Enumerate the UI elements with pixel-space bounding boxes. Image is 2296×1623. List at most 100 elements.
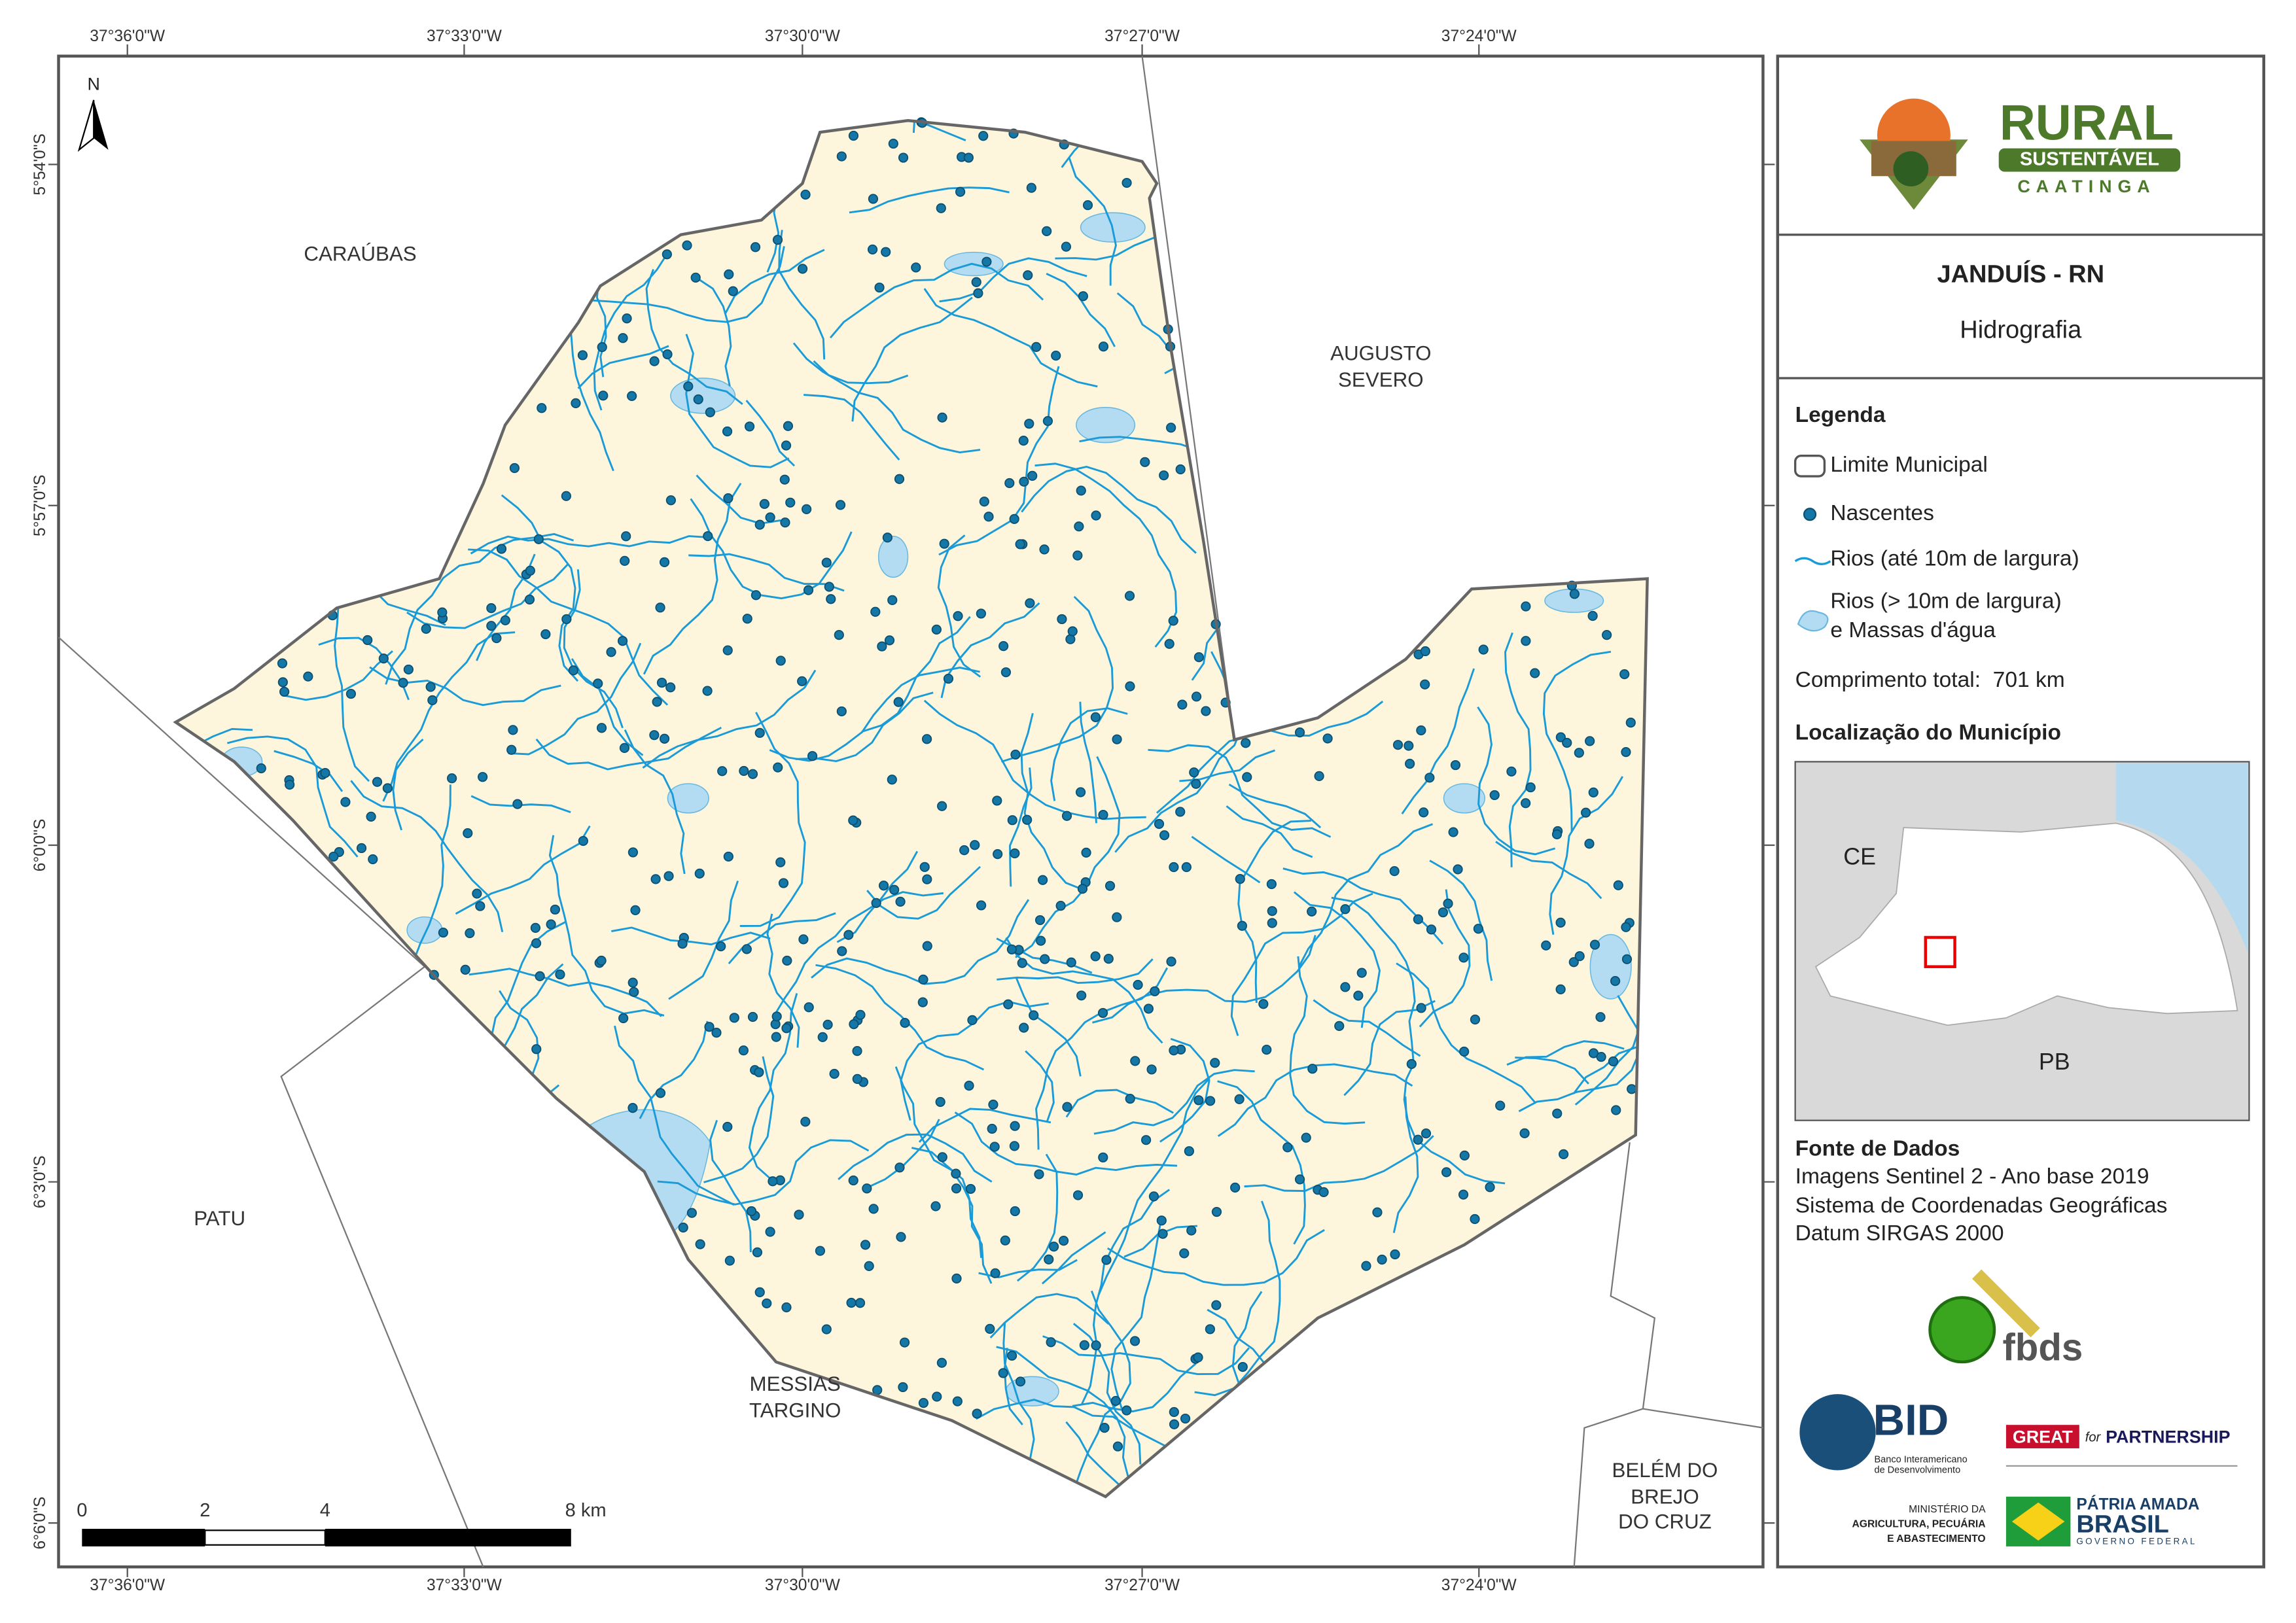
spring	[655, 602, 665, 613]
spring	[1034, 915, 1046, 926]
river	[688, 553, 845, 592]
spring	[704, 1022, 715, 1032]
spring	[1077, 884, 1088, 894]
spring	[1010, 749, 1021, 760]
spring	[862, 1183, 872, 1194]
river	[1159, 1038, 1210, 1143]
river	[1429, 860, 1493, 981]
spring	[750, 242, 761, 253]
legend-title: Legenda	[1795, 403, 1886, 427]
spring	[356, 843, 367, 854]
spring	[976, 900, 987, 911]
spring	[887, 775, 897, 785]
river	[501, 494, 579, 682]
spring	[870, 606, 881, 617]
spring	[1416, 725, 1426, 736]
rural-logo: RURAL SUSTENTÁVEL CAATINGA	[1860, 95, 2181, 210]
total-length: Comprimento total: 701 km	[1795, 668, 2065, 692]
spring	[867, 244, 878, 254]
spring	[550, 904, 560, 915]
river	[1226, 805, 1313, 858]
border	[58, 637, 425, 968]
spring	[531, 938, 542, 949]
scale-label: 0	[77, 1500, 87, 1521]
spring	[887, 595, 898, 605]
river	[1293, 891, 1381, 1028]
river	[1298, 823, 1434, 968]
spring	[1555, 917, 1566, 928]
spring	[328, 851, 339, 862]
spring	[800, 1117, 811, 1127]
spring	[1003, 999, 1014, 1009]
spring	[747, 769, 758, 779]
spring	[1340, 982, 1351, 992]
spring	[1574, 951, 1585, 962]
river	[1191, 835, 1261, 884]
longitude-label: 37°33'0"W	[427, 1577, 503, 1594]
spring	[855, 1298, 866, 1308]
spring	[771, 1032, 781, 1042]
spring	[620, 555, 630, 566]
spring	[555, 969, 565, 980]
spring	[491, 633, 502, 644]
spring	[1124, 591, 1135, 601]
spring	[508, 725, 518, 735]
spring	[1169, 1406, 1179, 1418]
scale-bar: 0 2 4 8 km	[77, 1500, 607, 1546]
river	[1035, 967, 1169, 1150]
spring	[1334, 1021, 1345, 1031]
spring	[888, 138, 898, 149]
spring	[1459, 1046, 1470, 1057]
logo-text: SUSTENTÁVEL	[2020, 147, 2159, 169]
spring	[1186, 1225, 1197, 1236]
spring	[1031, 341, 1042, 353]
spring	[540, 629, 551, 640]
spring	[1004, 478, 1015, 489]
river	[643, 482, 742, 675]
spring	[746, 1206, 757, 1217]
spring	[738, 1045, 749, 1056]
spring	[817, 1032, 828, 1042]
spring	[705, 407, 715, 417]
river	[1495, 841, 1602, 899]
spring	[1602, 630, 1612, 640]
spring	[1042, 416, 1053, 427]
spring	[1026, 183, 1036, 193]
spring	[1037, 875, 1048, 885]
legend-label: Limite Municipal	[1830, 453, 1988, 477]
spring	[1076, 990, 1087, 1001]
spring	[1420, 679, 1430, 689]
river	[996, 1346, 1129, 1478]
spring	[779, 474, 790, 485]
spring	[1237, 920, 1248, 931]
ministry-text: E ABASTECIMENTO	[1887, 1533, 1986, 1544]
spring	[728, 286, 738, 296]
place-label: PATU	[194, 1207, 245, 1230]
water-body	[667, 783, 709, 814]
spring	[1416, 1003, 1426, 1013]
spring	[279, 686, 290, 697]
river	[1289, 956, 1366, 1125]
spring	[561, 614, 572, 625]
spring	[1098, 1152, 1108, 1162]
spring	[963, 152, 974, 163]
river	[1106, 1229, 1325, 1286]
river	[1042, 1335, 1250, 1375]
spring	[1242, 772, 1252, 782]
spring	[1061, 241, 1072, 252]
spring	[1072, 1190, 1084, 1200]
spring	[694, 868, 705, 879]
spring	[627, 391, 637, 401]
spring	[782, 955, 792, 966]
spring	[1159, 830, 1170, 841]
spring	[1189, 767, 1199, 778]
spring	[953, 611, 963, 621]
place-label: DO CRUZ	[1618, 1510, 1712, 1533]
spring	[619, 742, 630, 753]
spring	[1485, 1182, 1495, 1193]
spring	[754, 1287, 765, 1298]
spring	[1112, 912, 1122, 922]
river	[1065, 1089, 1174, 1118]
inset-highlight	[1924, 935, 1956, 968]
spring	[403, 664, 414, 675]
